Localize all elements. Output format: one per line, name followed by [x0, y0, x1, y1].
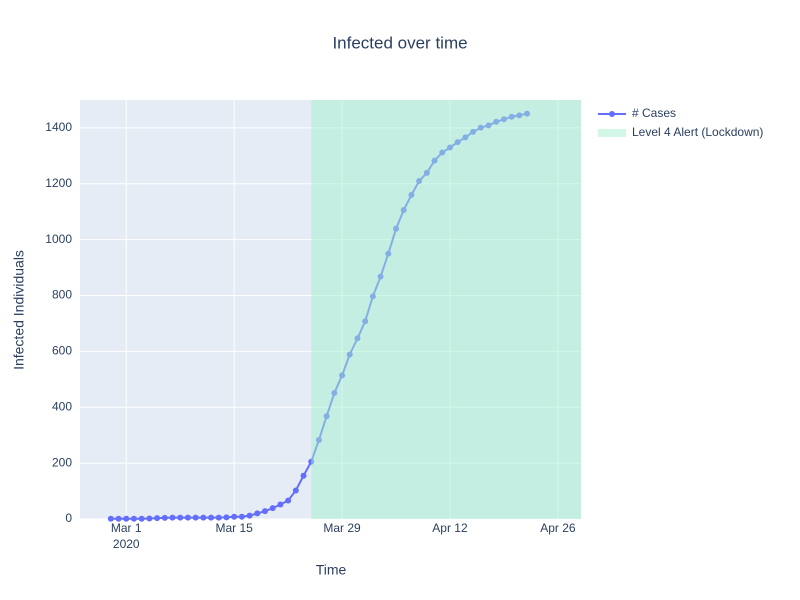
data-point — [161, 514, 168, 521]
data-point — [169, 514, 176, 521]
data-point — [130, 515, 137, 522]
data-point — [277, 501, 284, 508]
data-point — [177, 514, 184, 521]
data-point — [146, 515, 153, 522]
y-tick-label: 400 — [52, 399, 72, 413]
data-point — [115, 515, 122, 522]
y-tick-label: 800 — [52, 288, 72, 302]
region — [311, 100, 581, 519]
data-point — [200, 514, 207, 521]
x-tick-label: Apr 26 — [540, 521, 576, 535]
y-tick-label: 600 — [52, 344, 72, 358]
data-point — [208, 514, 215, 521]
legend-label: Level 4 Alert (Lockdown) — [632, 125, 763, 139]
data-point — [138, 515, 145, 522]
data-point — [154, 515, 161, 522]
y-tick-label: 1200 — [45, 176, 72, 190]
legend-marker — [609, 111, 615, 117]
data-point — [292, 487, 299, 494]
x-tick-label: Mar 29 — [323, 521, 361, 535]
y-tick-label: 1000 — [45, 232, 72, 246]
y-axis-title: Infected Individuals — [11, 250, 27, 370]
x-tick-label: Apr 12 — [432, 521, 468, 535]
data-point — [192, 514, 199, 521]
legend-swatch — [598, 129, 626, 137]
y-tick-label: 1400 — [45, 120, 72, 134]
x-tick-label: Mar 15 — [215, 521, 253, 535]
data-point — [123, 515, 130, 522]
x-tick-sublabel: 2020 — [113, 537, 140, 551]
y-tick-label: 0 — [65, 511, 72, 525]
data-point — [184, 514, 191, 521]
data-point — [246, 512, 253, 519]
data-point — [215, 514, 222, 521]
data-point — [223, 514, 230, 521]
legend-label: # Cases — [632, 106, 676, 120]
data-point — [231, 513, 238, 520]
chart-title: Infected over time — [332, 33, 467, 52]
y-tick-label: 200 — [52, 455, 72, 469]
data-point — [107, 515, 114, 522]
data-point — [261, 508, 268, 515]
x-tick-label: Mar 1 — [111, 521, 142, 535]
data-point — [254, 510, 261, 517]
data-point — [269, 505, 276, 512]
x-axis-title: Time — [316, 562, 347, 578]
data-point — [300, 472, 307, 479]
data-point — [238, 513, 245, 520]
data-point — [285, 497, 292, 504]
